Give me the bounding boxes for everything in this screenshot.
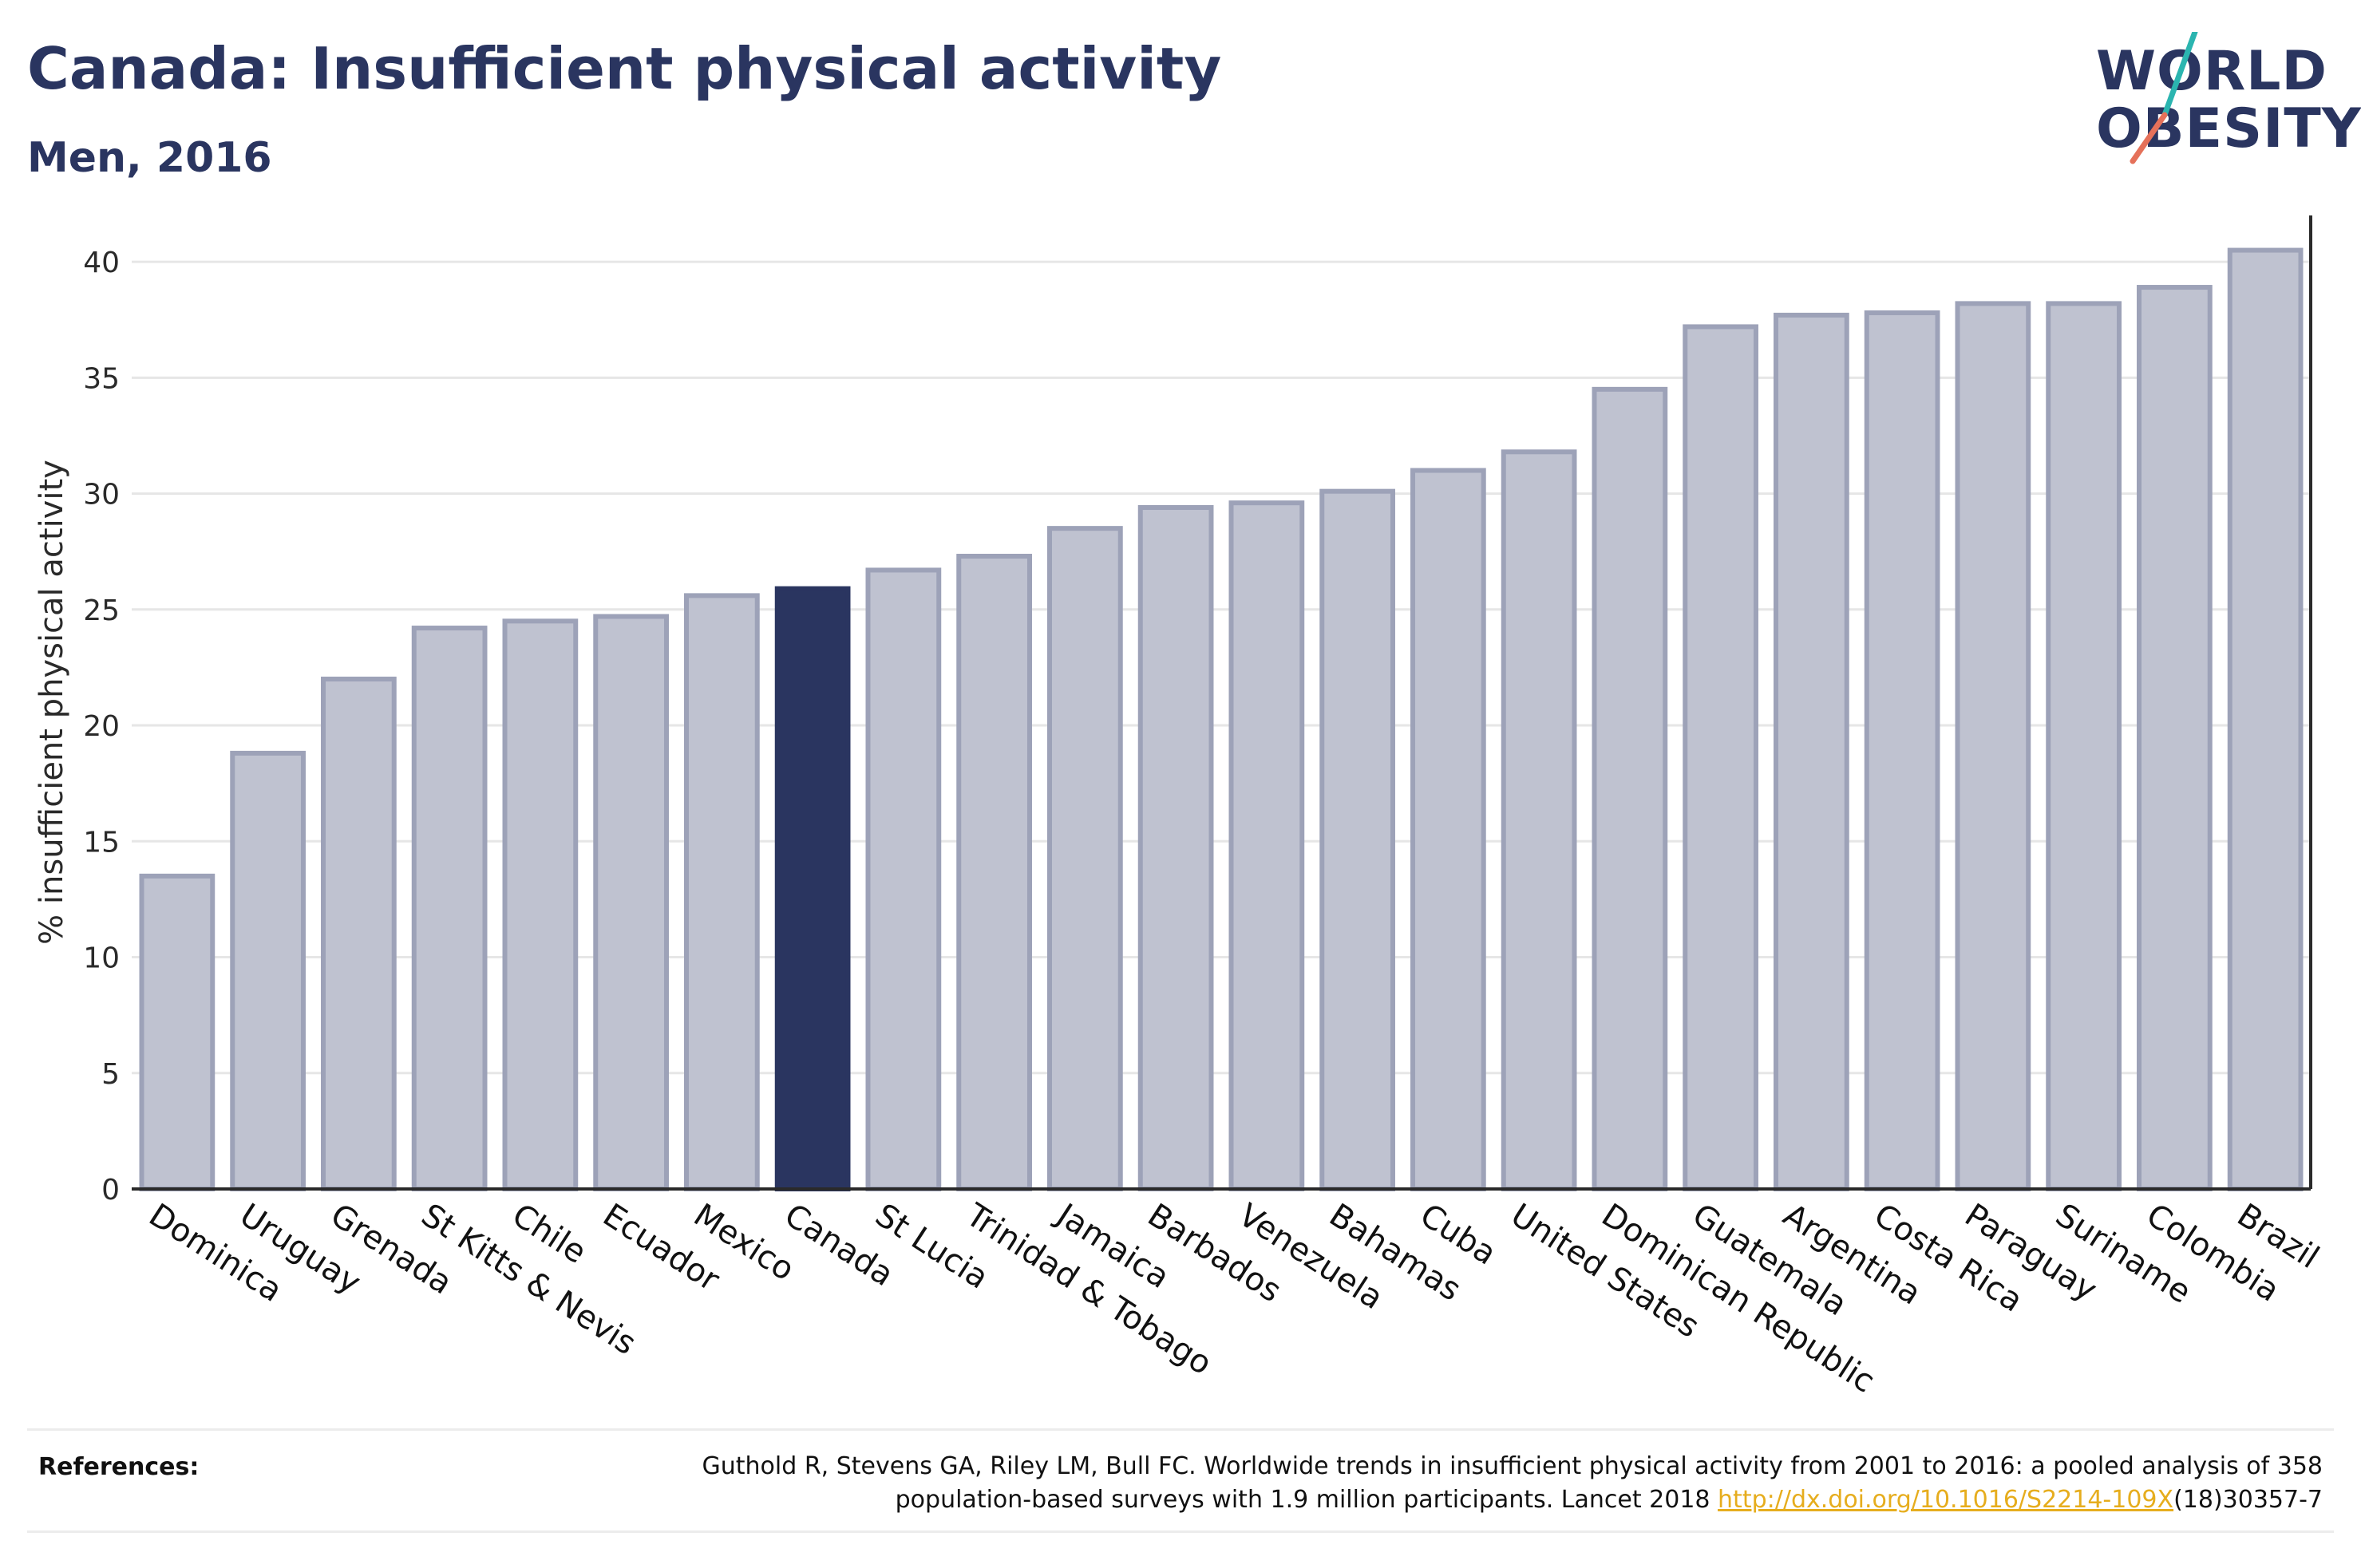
logo-word-world: WORLD xyxy=(2096,40,2327,103)
references-label: References: xyxy=(38,1453,200,1481)
bar-dominica[interactable] xyxy=(139,873,216,1192)
y-tick-label: 30 xyxy=(83,479,120,511)
y-tick-label: 10 xyxy=(83,942,120,975)
bar-canada[interactable] xyxy=(774,586,851,1191)
bar-argentina[interactable] xyxy=(1774,312,1849,1191)
bar-suriname[interactable] xyxy=(2046,301,2122,1191)
reference-line-1: Guthold R, Stevens GA, Riley LM, Bull FC… xyxy=(702,1452,2323,1480)
y-tick-label: 20 xyxy=(83,710,120,743)
axes xyxy=(132,215,2312,1191)
bar-paraguay[interactable] xyxy=(1955,301,2031,1191)
bar-st-lucia[interactable] xyxy=(865,567,942,1191)
bar-venezuela[interactable] xyxy=(1228,500,1305,1191)
bar-uruguay[interactable] xyxy=(230,750,306,1191)
bar-ecuador[interactable] xyxy=(593,614,669,1191)
bar-guatemala[interactable] xyxy=(1683,324,1758,1191)
references-panel: References: Guthold R, Stevens GA, Riley… xyxy=(27,1428,2334,1533)
reference-line-2: population-based surveys with 1.9 millio… xyxy=(895,1486,1718,1514)
y-tick-label: 25 xyxy=(83,594,120,627)
bar-dominican-republic[interactable] xyxy=(1592,386,1668,1192)
reference-line-2-suffix: (18)30357-7 xyxy=(2173,1486,2323,1514)
y-tick-label: 0 xyxy=(101,1174,120,1207)
bar-chile[interactable] xyxy=(502,618,579,1191)
world-obesity-logo: WORLD OBESITY xyxy=(2075,32,2361,172)
logo-slash-icon xyxy=(2130,32,2198,164)
bar-united-states[interactable] xyxy=(1501,449,1577,1191)
y-axis-label: % insufficient physical activity xyxy=(34,460,70,945)
bar-bahamas[interactable] xyxy=(1319,488,1395,1191)
bar-cuba[interactable] xyxy=(1410,468,1486,1191)
y-tick-label: 15 xyxy=(83,826,120,859)
bar-barbados[interactable] xyxy=(1137,505,1214,1191)
y-tick-label: 35 xyxy=(83,362,120,395)
chart-subtitle: Men, 2016 xyxy=(27,134,272,182)
bar-mexico[interactable] xyxy=(684,593,760,1191)
bar-grenada[interactable] xyxy=(321,676,397,1191)
bar-trinidad-tobago[interactable] xyxy=(956,554,1032,1191)
bar-colombia[interactable] xyxy=(2137,285,2213,1191)
bar-jamaica[interactable] xyxy=(1047,526,1123,1191)
reference-doi-link[interactable]: http://dx.doi.org/10.1016/S2214-109X xyxy=(1718,1486,2174,1514)
bar-brazil[interactable] xyxy=(2227,247,2304,1192)
y-tick-label: 5 xyxy=(101,1058,120,1091)
references-text: Guthold R, Stevens GA, Riley LM, Bull FC… xyxy=(487,1450,2323,1517)
chart-title: Canada: Insufficient physical activity xyxy=(27,35,1222,102)
bar-chart-svg: 0 5 10 15 20 25 30 35 40 % insufficient physical … xyxy=(34,215,2325,1400)
bar-chart: 0 5 10 15 20 25 30 35 40 % insufficient physical … xyxy=(34,215,2325,1400)
bar-costa-rica[interactable] xyxy=(1864,310,1940,1191)
gridlines xyxy=(132,260,2311,1075)
bars xyxy=(139,247,2304,1192)
y-tick-label: 40 xyxy=(83,247,120,279)
bar-st-kitts-nevis[interactable] xyxy=(411,626,488,1191)
